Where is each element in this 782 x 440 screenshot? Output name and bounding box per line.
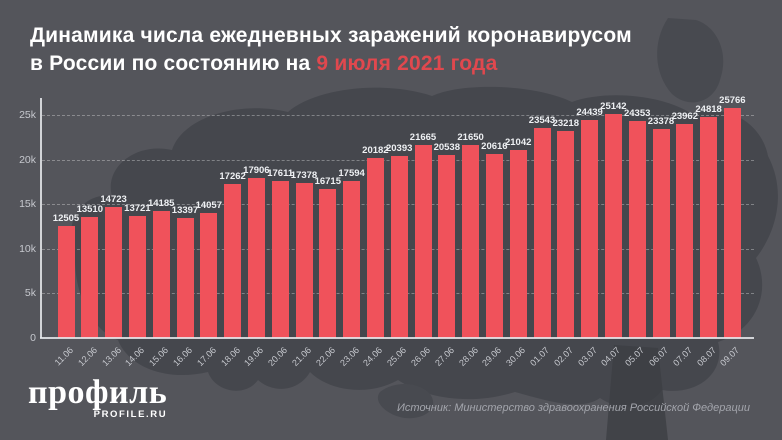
map-fragment-bottom (606, 345, 668, 440)
bar-29.06 (485, 154, 503, 338)
bar-24.06 (366, 157, 384, 338)
bar-value-label: 24353 (623, 107, 651, 119)
bar-08.07 (700, 116, 718, 338)
bar-07.07 (676, 124, 694, 338)
y-tick-label: 10k (19, 242, 36, 255)
source-attribution: Источник: Министерство здравоохранения Р… (397, 402, 750, 414)
bar-value-label: 13397 (171, 205, 199, 217)
bar-03.07 (581, 120, 599, 338)
bar-value-label: 25142 (600, 100, 627, 112)
bar-value-label: 14057 (195, 199, 222, 211)
bar-15.06 (152, 211, 170, 338)
bar-value-label: 17611 (267, 167, 294, 179)
bar-value-label: 21042 (504, 137, 532, 149)
bar-value-label: 23962 (671, 111, 698, 123)
bar-value-label: 13721 (124, 202, 151, 214)
title-date-highlight: 9 июля 2021 года (316, 52, 498, 75)
bar-value-label: 20616 (481, 141, 508, 153)
bar-value-label: 21650 (457, 131, 484, 143)
y-tick-label: 5k (24, 287, 36, 300)
y-axis-line (40, 98, 42, 338)
bar-20.06 (271, 180, 289, 338)
bar-value-label: 23218 (552, 117, 579, 129)
bar-27.06 (438, 154, 456, 338)
bar-value-label: 17378 (290, 169, 318, 181)
bar-21.06 (295, 182, 313, 338)
bar-value-label: 20538 (433, 141, 460, 153)
bar-value-label: 13510 (76, 204, 103, 216)
bar-30.06 (509, 150, 527, 338)
y-tick-label: 0 (30, 332, 36, 344)
bar-12.06 (81, 217, 99, 338)
bar-value-label: 17594 (338, 168, 365, 180)
y-tick-label: 25k (19, 109, 36, 121)
bar-value-label: 23543 (528, 114, 556, 126)
bar-18.06 (224, 184, 242, 338)
title-line1: Динамика числа ежедневных заражений коро… (30, 24, 632, 47)
bar-14.06 (128, 215, 146, 338)
bar-value-label: 20182 (362, 144, 389, 156)
page-title: Динамика числа ежедневных заражений коро… (30, 22, 632, 78)
bar-value-label: 20393 (385, 143, 413, 155)
bar-25.06 (390, 156, 408, 338)
y-tick-label: 15k (19, 198, 36, 211)
bar-23.06 (343, 181, 361, 338)
logo-domain: PROFILE.RU (93, 409, 168, 420)
bar-value-label: 24818 (695, 103, 722, 115)
logo-wordmark: профиль (28, 374, 168, 411)
bar-28.06 (462, 144, 480, 338)
x-axis-line (40, 337, 754, 339)
bar-value-label: 21665 (409, 131, 437, 143)
bar-13.06 (105, 206, 123, 338)
title-line2: в России по состоянию на (30, 52, 317, 75)
bar-06.07 (652, 129, 670, 338)
bar-26.06 (414, 144, 432, 338)
bar-02.07 (557, 130, 575, 338)
map-fragment-south (377, 383, 434, 419)
bar-value-label: 17262 (219, 171, 246, 183)
bar-01.07 (533, 127, 551, 338)
bar-22.06 (319, 188, 337, 338)
bar-16.06 (176, 218, 194, 338)
bar-11.06 (57, 226, 75, 338)
bar-19.06 (247, 178, 265, 338)
bar-value-label: 23378 (647, 116, 675, 128)
y-tick-label: 20k (19, 153, 36, 166)
gridline-25k (42, 115, 754, 116)
profile-logo: профиль PROFILE.RU (28, 374, 168, 421)
map-fragment-top-right (657, 18, 724, 103)
bar-17.06 (200, 212, 218, 338)
bar-value-label: 14185 (147, 198, 175, 210)
bar-value-label: 24439 (576, 107, 603, 118)
bar-value-label: 17906 (243, 165, 270, 177)
bar-value-label: 25766 (719, 95, 746, 107)
bar-04.07 (604, 113, 622, 338)
bar-value-label: 14723 (100, 193, 127, 205)
bar-05.07 (628, 120, 646, 338)
bar-value-label: 12505 (52, 213, 80, 225)
bar-09.07 (723, 108, 741, 338)
bar-value-label: 16715 (314, 175, 341, 187)
